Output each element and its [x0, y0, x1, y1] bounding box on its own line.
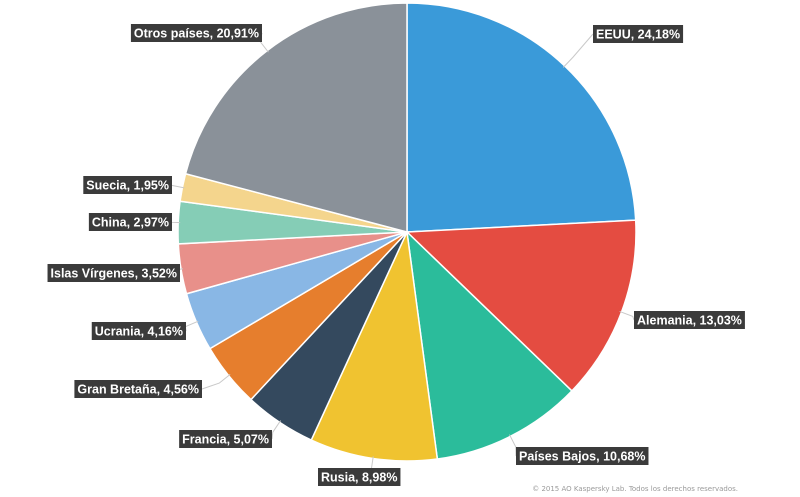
data-label-eeuu: EEUU, 24,18% [593, 25, 684, 43]
data-label-china: China, 2,97% [88, 213, 172, 231]
data-label-ucrania: Ucrania, 4,16% [91, 322, 186, 340]
data-label-text: Francia, 5,07% [182, 433, 269, 447]
data-label-text: Gran Bretaña, 4,56% [77, 383, 199, 397]
data-label-text: Rusia, 8,98% [321, 471, 397, 485]
data-label-islas-virgenes: Islas Vírgenes, 3,52% [47, 264, 180, 282]
data-label-text: Alemania, 13,03% [637, 314, 742, 328]
data-labels: EEUU, 24,18% Alemania, 13,03% Países Bajos… [47, 24, 745, 486]
data-label-text: China, 2,97% [92, 216, 169, 230]
data-label-box [83, 176, 172, 194]
data-label-box [318, 468, 401, 486]
data-label-text: EEUU, 24,18% [596, 28, 680, 42]
data-label-text: Otros países, 20,91% [134, 27, 259, 41]
data-label-box [634, 311, 745, 329]
data-label-box [91, 322, 186, 340]
data-label-box [593, 25, 684, 43]
pie-slices [177, 2, 637, 462]
data-label-text: Ucrania, 4,16% [95, 325, 183, 339]
data-label-alemania: Alemania, 13,03% [634, 311, 745, 329]
data-label-box [130, 24, 262, 42]
data-label-rusia: Rusia, 8,98% [318, 468, 401, 486]
leader-line-eeuu [562, 33, 594, 68]
data-label-box [47, 264, 180, 282]
data-label-text: Suecia, 1,95% [86, 179, 169, 193]
leader-line-paises-bajos [509, 434, 517, 457]
data-label-otros-paises: Otros países, 20,91% [130, 24, 262, 42]
data-label-francia: Francia, 5,07% [179, 430, 272, 448]
data-label-box [179, 430, 272, 448]
leader-line-alemania [619, 310, 635, 321]
data-label-text: Islas Vírgenes, 3,52% [51, 267, 177, 281]
data-label-box [88, 213, 172, 231]
leader-lines [166, 32, 635, 478]
data-label-text: Países Bajos, 10,68% [519, 450, 645, 464]
copyright-notice: © 2015 AO Kaspersky Lab. Todos los derec… [532, 485, 738, 493]
data-label-paises-bajos: Países Bajos, 10,68% [516, 447, 649, 465]
leader-line-francia [271, 420, 282, 440]
leader-line-gran-bretana [201, 373, 231, 390]
data-label-box [74, 380, 202, 398]
data-label-box [516, 447, 649, 465]
data-label-suecia: Suecia, 1,95% [83, 176, 172, 194]
data-label-gran-bretana: Gran Bretaña, 4,56% [74, 380, 202, 398]
